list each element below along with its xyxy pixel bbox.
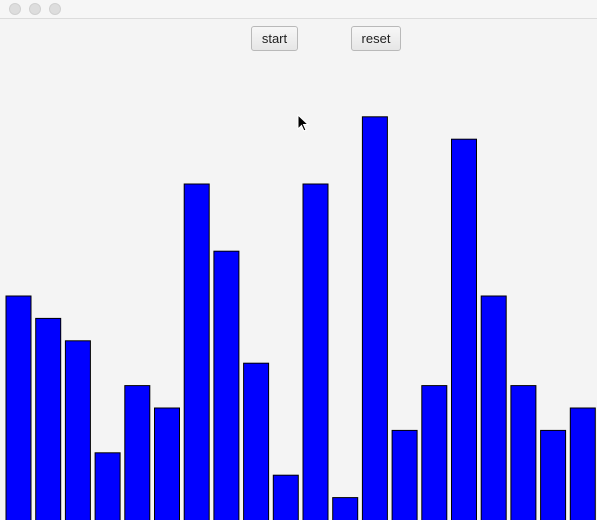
bar-10 <box>272 474 299 520</box>
reset-button[interactable]: reset <box>351 26 401 51</box>
bar-20 <box>569 407 596 520</box>
start-button[interactable]: start <box>251 26 298 51</box>
bar-13 <box>361 116 388 520</box>
bar-2 <box>35 317 62 520</box>
window-titlebar <box>0 0 597 19</box>
mouse-pointer-icon <box>297 114 309 132</box>
bar-1 <box>5 295 32 520</box>
bar-7 <box>183 183 210 520</box>
minimize-window-button[interactable] <box>29 3 41 15</box>
bar-19 <box>540 429 567 520</box>
bar-12 <box>332 497 359 520</box>
close-window-button[interactable] <box>9 3 21 15</box>
bar-11 <box>302 183 329 520</box>
bar-8 <box>213 250 240 520</box>
bar-16 <box>451 138 477 520</box>
bar-15 <box>421 385 448 520</box>
bar-18 <box>510 385 537 520</box>
bar-6 <box>154 407 180 520</box>
bar-17 <box>480 295 507 520</box>
bar-4 <box>94 452 121 520</box>
zoom-window-button[interactable] <box>49 3 61 15</box>
bar-3 <box>64 340 91 520</box>
bar-5 <box>124 385 151 520</box>
bar-9 <box>243 362 270 520</box>
bar-14 <box>391 429 418 520</box>
